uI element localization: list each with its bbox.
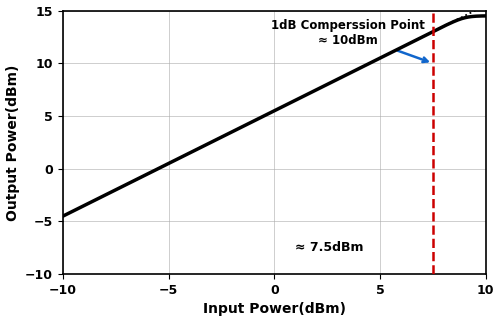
Text: 1dB Comperssion Point
≈ 10dBm: 1dB Comperssion Point ≈ 10dBm xyxy=(272,19,428,62)
Text: ≈ 7.5dBm: ≈ 7.5dBm xyxy=(294,241,363,254)
Y-axis label: Output Power(dBm): Output Power(dBm) xyxy=(6,64,20,221)
X-axis label: Input Power(dBm): Input Power(dBm) xyxy=(203,302,346,317)
